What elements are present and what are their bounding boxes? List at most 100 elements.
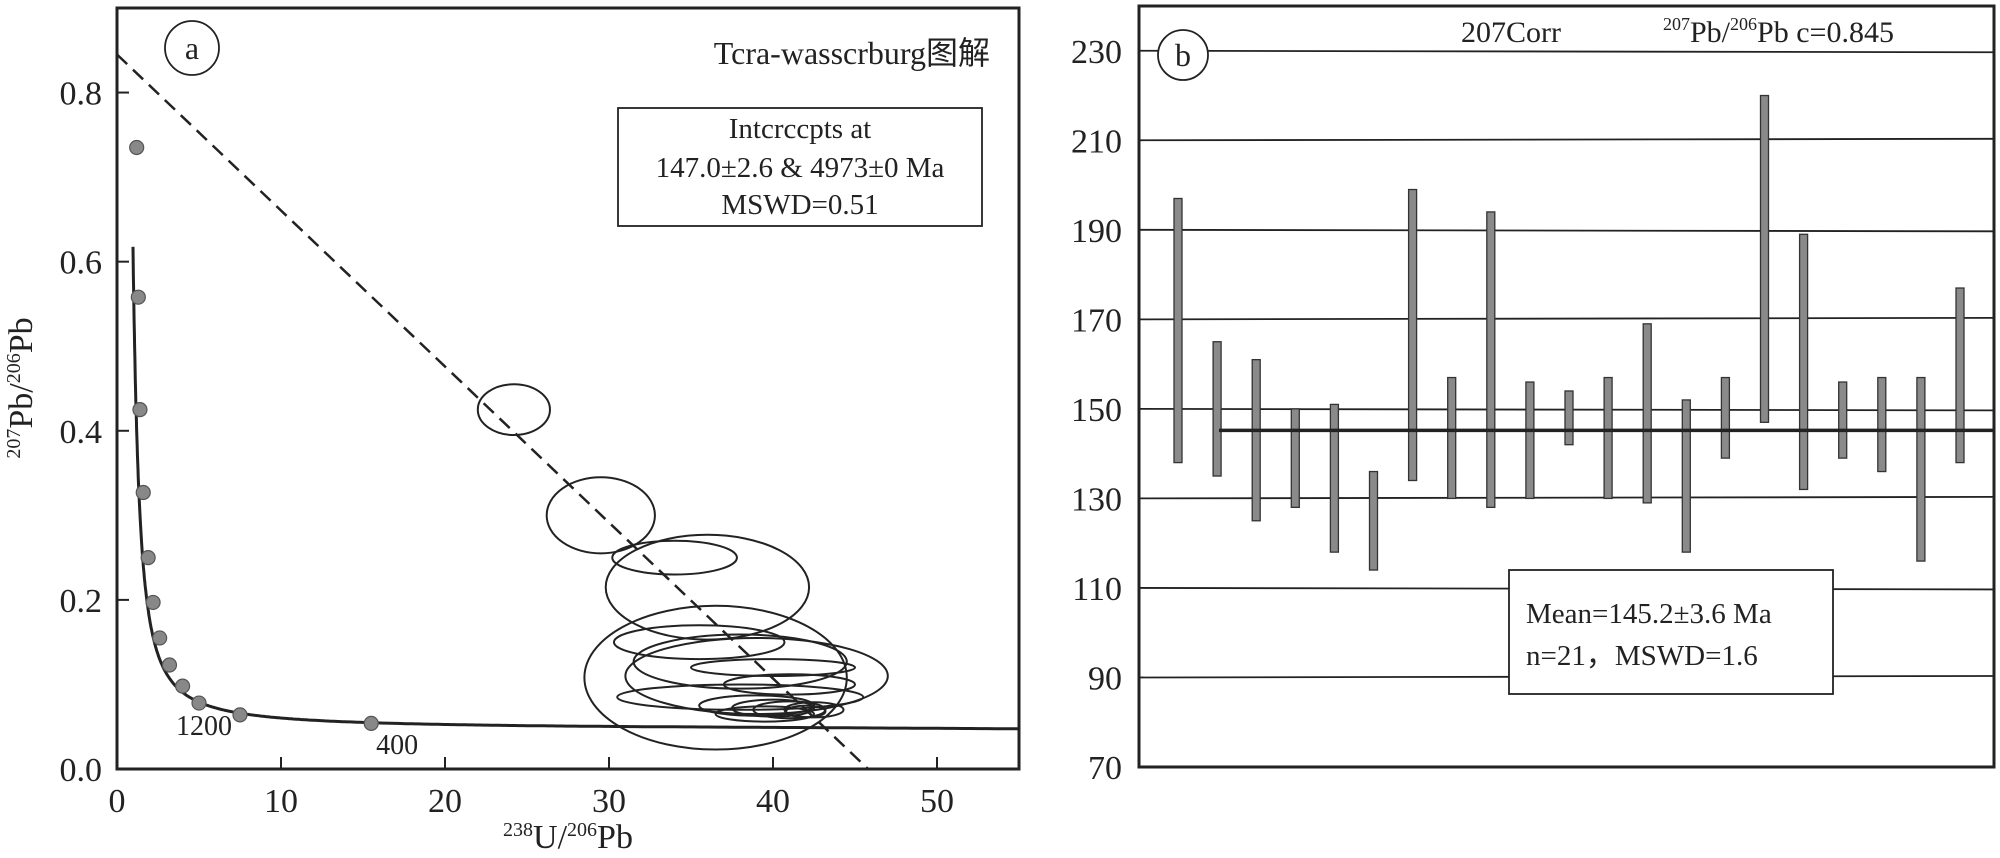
x-tick-label: 50: [920, 783, 954, 820]
panel-b-label-circle: [1157, 29, 1209, 81]
concordia-marker: [135, 484, 151, 501]
panel-a-ticks: [116, 91, 938, 770]
discordia-line: [118, 53, 869, 768]
panel-b-annotation-line1: Mean=145.2±3.6 Ma: [1526, 598, 1772, 630]
error-bar: [1564, 390, 1574, 446]
y-tick-label: 210: [1071, 123, 1122, 160]
panel-a-annotation-line3: MSWD=0.51: [721, 189, 878, 221]
error-bar: [1329, 403, 1340, 553]
y-tick-label: 110: [1072, 571, 1122, 608]
error-bar: [1642, 323, 1652, 504]
error-bar: [1212, 341, 1222, 477]
concordia-markers: [129, 139, 379, 731]
panel-a-y-axis-label: 207Pb/206Pb: [3, 317, 40, 458]
concordia-marker: [152, 630, 168, 646]
error-ellipse: [714, 705, 815, 723]
y-tick-label: 150: [1071, 392, 1122, 429]
y-gridline: [1138, 316, 1995, 321]
concordia-curve: [131, 246, 1018, 731]
x-tick-label: 20: [428, 783, 462, 820]
x-tick-label: 0: [109, 783, 126, 820]
panel-a-frame: [115, 6, 1021, 771]
error-ellipse: [604, 533, 811, 641]
error-bar: [1368, 470, 1379, 571]
panel-b-frame: [1137, 4, 1996, 769]
panel-b-annotation-box: [1508, 569, 1834, 695]
panel-b-tick-labels: 70 90 110 130 150 170 190 210 230: [1071, 34, 1122, 787]
panel-b: 70 90 110 130 150 170 190 210 230 b 207Corr 207P…: [1071, 4, 1996, 787]
error-bar: [1720, 376, 1731, 459]
panel-a-annotation-line1: Intcrccpts at: [729, 113, 872, 145]
y-tick-label: 90: [1088, 660, 1122, 697]
panel-a-annotation-box: [617, 107, 983, 227]
y-gridline: [1138, 228, 1995, 233]
y-tick-label: 0.4: [60, 414, 103, 451]
concordia-marker: [129, 139, 145, 156]
concordia-age-label: 400: [376, 730, 418, 761]
y-tick-label: 0.0: [60, 752, 103, 789]
y-tick-label: 170: [1071, 302, 1122, 339]
panel-a-annotation-line2: 147.0±2.6 & 4973±0 Ma: [656, 152, 945, 184]
y-tick-label: 190: [1071, 213, 1122, 250]
concordia-marker: [161, 657, 178, 673]
x-tick-label: 40: [756, 783, 790, 820]
error-ellipse: [612, 624, 786, 661]
panel-a: 0 10 20 30 40 50 0.0 0.2 0.4 0.6 0.8 207Pb/206Pb 2…: [3, 6, 1021, 856]
error-bar: [1838, 381, 1848, 459]
error-bar: [1798, 233, 1809, 491]
error-bar: [1407, 188, 1418, 482]
y-gridline: [1138, 496, 1995, 500]
error-ellipses: [476, 383, 889, 751]
error-bar: [1603, 376, 1613, 500]
y-tick-label: 70: [1088, 750, 1122, 787]
error-bar: [1955, 287, 1965, 464]
error-bar: [1251, 358, 1261, 522]
y-gridline: [1138, 137, 1995, 142]
concordia-marker: [132, 402, 148, 418]
error-ellipse: [616, 683, 865, 711]
concordia-marker: [191, 695, 207, 711]
panel-a-tick-labels: 0 10 20 30 40 50 0.0 0.2 0.4 0.6 0.8: [60, 76, 955, 820]
concordia-marker: [232, 707, 248, 723]
panel-b-annotation-line2: n=21，MSWD=1.6: [1526, 640, 1758, 672]
y-tick-label: 230: [1071, 34, 1122, 71]
error-bar: [1759, 94, 1770, 423]
y-tick-label: 130: [1071, 481, 1122, 518]
concordia-marker: [140, 550, 156, 566]
concordia-marker: [145, 594, 161, 611]
panel-a-label: a: [185, 30, 199, 66]
y-tick-label: 0.6: [60, 245, 103, 282]
error-ellipse: [690, 658, 856, 677]
panel-a-x-axis-label: 238U/206Pb: [503, 819, 633, 856]
error-bar: [1525, 381, 1535, 500]
panel-a-title: Tcra-wasscrburg图解: [714, 35, 990, 71]
x-tick-label: 30: [592, 783, 626, 820]
error-ellipse: [611, 539, 738, 576]
panel-a-label-circle: [164, 20, 220, 76]
error-bars: [1173, 94, 1965, 571]
error-bar: [1173, 197, 1183, 464]
concordia-age-labels: 1200 400: [176, 711, 418, 761]
y-gridline: [1138, 49, 1995, 54]
x-tick-label: 10: [264, 783, 298, 820]
error-ellipse: [583, 604, 848, 751]
concordia-marker: [363, 715, 379, 731]
error-bar: [1681, 399, 1691, 553]
panel-b-gridlines: [1138, 49, 1995, 679]
concordia-age-label: 1200: [176, 711, 232, 742]
error-bar: [1290, 408, 1300, 509]
error-bar: [1916, 376, 1926, 562]
y-tick-label: 0.2: [60, 583, 103, 620]
error-ellipse: [545, 476, 656, 555]
error-bar: [1447, 376, 1457, 500]
panel-b-title: 207Corr: [1461, 16, 1561, 49]
panel-b-title-right: 207Pb/206Pb c=0.845: [1663, 14, 1894, 49]
y-tick-label: 0.8: [60, 76, 103, 113]
concordia-marker: [130, 289, 146, 305]
error-bar: [1877, 376, 1887, 473]
concordia-marker: [175, 678, 191, 694]
error-ellipse: [476, 383, 551, 437]
error-bar: [1486, 211, 1496, 509]
panel-b-label: b: [1175, 37, 1191, 73]
